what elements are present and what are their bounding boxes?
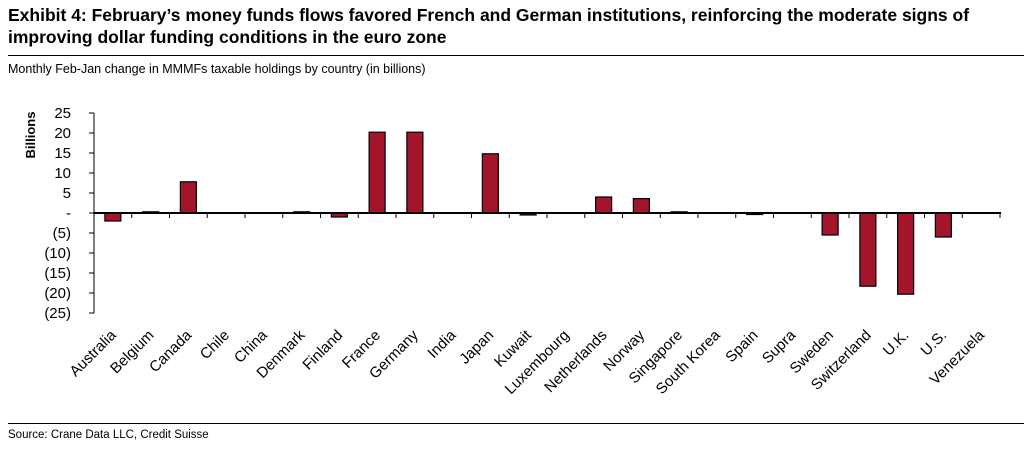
bar-u-k- — [897, 212, 915, 295]
x-tick-label: Canada — [146, 326, 196, 376]
bar-u-s- — [934, 212, 952, 238]
x-tick-label: Japan — [456, 327, 497, 368]
footer-divider — [8, 423, 1024, 424]
x-tick-label: U.S. — [918, 327, 951, 360]
source-note: Source: Crane Data LLC, Credit Suisse — [8, 429, 209, 441]
bar-france — [368, 131, 386, 214]
y-axis-label: Billions — [23, 112, 38, 159]
x-tick-label: Finland — [299, 327, 346, 374]
bar-japan — [481, 153, 499, 214]
bar-sweden — [821, 212, 839, 236]
bar-switzerland — [859, 212, 877, 287]
y-tick-label: (15) — [44, 265, 71, 282]
title-divider — [8, 55, 1024, 56]
zero-axis — [93, 212, 1001, 218]
bar-chart: 25 20 15 10 5 - (5) (10) (15) (20) (25) Billions A… — [23, 105, 1001, 398]
x-tick-label: Australia — [66, 326, 120, 380]
bars — [104, 131, 952, 295]
y-tick-label: (20) — [44, 285, 71, 302]
chart-title: Exhibit 4: February’s money funds flows … — [8, 5, 970, 47]
bar-germany — [406, 131, 424, 214]
x-tick-label: India — [424, 326, 459, 361]
y-tick-label: 10 — [54, 165, 71, 182]
x-tick-label: Spain — [722, 327, 761, 366]
bar-netherlands — [595, 196, 613, 214]
y-tick-label: 5 — [63, 185, 71, 202]
x-tick-label: Chile — [197, 327, 233, 363]
y-tick-label: (10) — [44, 245, 71, 262]
bar-canada — [179, 181, 197, 214]
x-tick-label: U.K. — [880, 327, 913, 360]
bar-australia — [104, 212, 122, 222]
chart-subtitle: Monthly Feb-Jan change in MMMFs taxable … — [8, 62, 426, 76]
y-tick-label: 20 — [54, 125, 71, 142]
y-axis — [89, 112, 95, 314]
y-tick-label: (25) — [44, 305, 71, 322]
y-tick-labels: 25 20 15 10 5 - (5) (10) (15) (20) (25) — [44, 105, 71, 322]
y-tick-label: - — [66, 205, 71, 222]
y-tick-label: 15 — [54, 145, 71, 162]
y-tick-label: (5) — [53, 225, 71, 242]
y-tick-label: 25 — [54, 105, 71, 122]
bar-norway — [632, 198, 650, 214]
